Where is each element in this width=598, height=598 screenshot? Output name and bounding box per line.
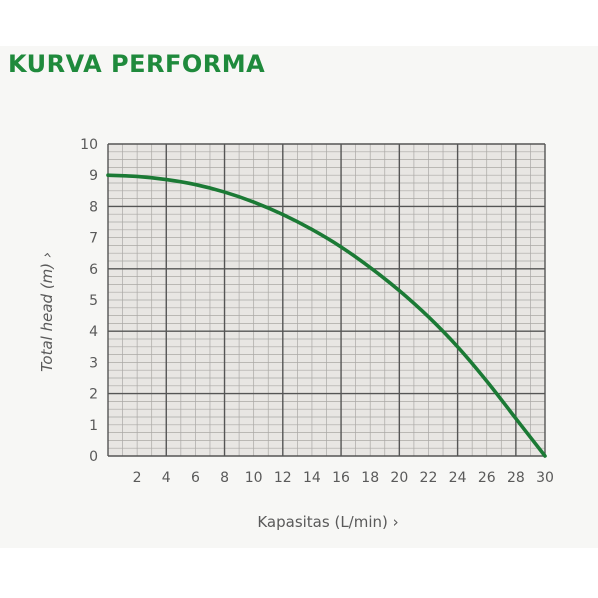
performance-curve — [106, 173, 547, 458]
y-tick-label: 4 — [89, 324, 98, 340]
x-tick-label: 6 — [191, 470, 200, 486]
x-tick-label: 26 — [478, 470, 496, 486]
x-axis-label: Kapasitas (L/min) › — [257, 513, 398, 531]
y-tick-label: 10 — [80, 137, 98, 153]
x-tick-label: 22 — [420, 470, 438, 486]
x-tick-label: 18 — [361, 470, 379, 486]
x-tick-label: 10 — [245, 470, 263, 486]
y-tick-labels: 0 1 2 3 4 5 6 7 8 9 10 — [80, 137, 98, 465]
x-tick-label: 30 — [536, 470, 554, 486]
y-tick-label: 3 — [89, 355, 98, 371]
y-tick-label: 5 — [89, 293, 98, 309]
x-tick-label: 16 — [332, 470, 350, 486]
y-tick-label: 8 — [89, 199, 98, 215]
y-tick-label: 6 — [89, 262, 98, 278]
x-tick-label: 24 — [449, 470, 467, 486]
y-tick-label: 7 — [89, 231, 98, 247]
y-tick-label: 0 — [89, 449, 98, 465]
minor-grid — [108, 144, 546, 456]
x-tick-label: 4 — [162, 470, 171, 486]
y-axis-label: Total head (m) › — [38, 252, 56, 372]
major-grid — [107, 143, 546, 457]
x-tick-label: 28 — [507, 470, 525, 486]
x-tick-label: 20 — [390, 470, 408, 486]
x-tick-labels: 2 4 6 8 10 12 14 16 18 20 22 24 26 28 30 — [133, 470, 554, 486]
chart-title: KURVA PERFORMA — [8, 50, 266, 78]
y-tick-label: 9 — [89, 168, 98, 184]
x-tick-label: 14 — [303, 470, 321, 486]
y-tick-label: 2 — [89, 387, 98, 403]
x-tick-label: 8 — [220, 470, 229, 486]
x-tick-label: 12 — [274, 470, 292, 486]
x-tick-label: 2 — [133, 470, 142, 486]
y-tick-label: 1 — [89, 418, 98, 434]
